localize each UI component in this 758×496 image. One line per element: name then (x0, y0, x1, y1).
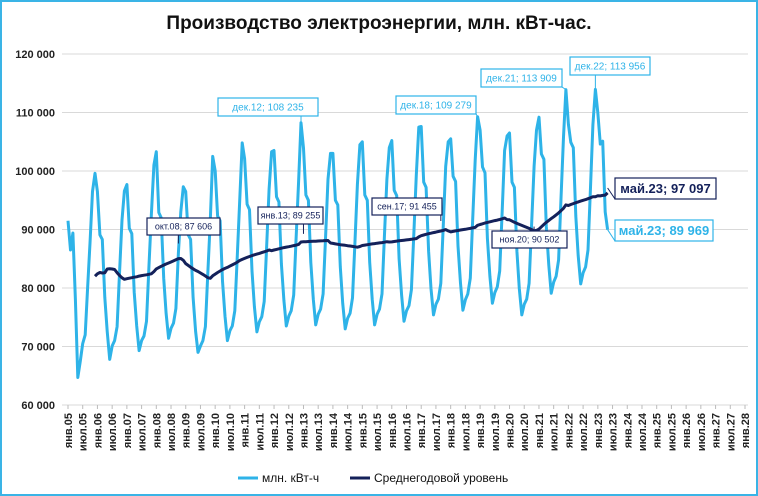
x-tick-label: янв.14 (328, 412, 340, 448)
x-tick-label: янв.25 (652, 413, 664, 448)
annotation-box (480, 68, 563, 88)
x-tick-label: янв.19 (475, 413, 487, 448)
annotation-label: окт.08; 87 606 (155, 222, 212, 232)
annotation-box (217, 97, 319, 117)
x-tick-label: янв.21 (534, 413, 546, 448)
annotation-pointer (607, 187, 616, 200)
y-tick-label: 80 000 (21, 283, 55, 295)
annotation-label: дек.22; 113 956 (575, 62, 646, 73)
series-line-average (93, 191, 609, 281)
x-tick-label: янв.10 (210, 413, 222, 448)
y-tick-label: 70 000 (21, 342, 55, 354)
annotation-box (491, 230, 568, 249)
annotation-box (371, 197, 443, 216)
annotation-box (614, 177, 717, 200)
x-tick-label: янв.26 (681, 413, 693, 448)
annotation-pointer (561, 86, 567, 91)
x-tick-label: янв.13 (298, 413, 310, 448)
x-tick-label: янв.23 (593, 413, 605, 448)
x-tick-label: янв.20 (505, 413, 517, 448)
legend-label-production: млн. кВт-ч (262, 471, 319, 485)
x-tick-label: июл.25 (666, 413, 678, 451)
series-line-production (66, 87, 610, 379)
y-tick-label: 120 000 (15, 49, 55, 61)
y-tick-label: 90 000 (21, 225, 55, 237)
x-tick-label: июл.15 (372, 413, 384, 451)
x-tick-label: июл.17 (431, 413, 443, 451)
x-tick-label: июл.09 (195, 413, 207, 451)
x-tick-label: июл.07 (137, 413, 149, 451)
annotation-box (146, 217, 221, 236)
x-tick-label: июл.26 (696, 413, 708, 451)
x-tick-label: июл.27 (725, 413, 737, 451)
x-tick-label: янв.15 (357, 413, 369, 448)
x-tick-label: июл.05 (78, 413, 90, 451)
annotation-box (569, 56, 651, 76)
x-tick-label: янв.08 (151, 413, 163, 448)
annotation-label: дек.21; 113 909 (486, 74, 557, 85)
x-tick-label: июл.23 (608, 413, 620, 451)
annotation-box (257, 206, 324, 225)
x-tick-label: июл.11 (254, 413, 266, 451)
annotation-label: дек.12; 108 235 (232, 103, 304, 114)
x-tick-label: июл.16 (402, 413, 414, 451)
x-tick-label: янв.28 (740, 413, 752, 448)
x-tick-label: июл.20 (519, 413, 531, 451)
x-tick-label: июл.08 (166, 413, 178, 451)
annotation-label: янв.13; 89 255 (261, 211, 321, 221)
annotation-label: сен.17; 91 455 (377, 202, 437, 212)
annotation-label: май.23; 89 969 (619, 223, 709, 238)
annotation-box (614, 219, 714, 242)
x-tick-label: янв.22 (563, 413, 575, 448)
x-tick-label: июл.12 (284, 413, 296, 451)
annotation-label: май.23; 97 097 (620, 181, 710, 196)
annotation-label: дек.18; 109 279 (400, 101, 472, 112)
x-tick-label: янв.06 (92, 413, 104, 448)
x-tick-label: июл.19 (490, 413, 502, 451)
x-tick-label: янв.27 (711, 413, 723, 448)
x-tick-label: янв.11 (240, 413, 252, 448)
x-tick-label: июл.24 (637, 412, 649, 451)
x-tick-label: июл.13 (313, 413, 325, 451)
x-tick-label: июл.06 (107, 413, 119, 451)
x-tick-label: июл.18 (460, 413, 472, 451)
x-tick-label: июл.10 (225, 413, 237, 451)
x-tick-label: янв.09 (181, 413, 193, 448)
annotation-box (395, 95, 477, 115)
legend: млн. кВт-ч Среднегодовой уровень (238, 471, 508, 485)
annotation-label: ноя.20; 90 502 (500, 235, 560, 245)
x-tick-label: июл.14 (343, 412, 355, 451)
x-tick-label: янв.12 (269, 413, 281, 448)
x-tick-label: янв.05 (63, 413, 75, 448)
y-tick-label: 110 000 (16, 108, 55, 120)
y-tick-label: 60 000 (21, 400, 55, 412)
x-tick-label: янв.07 (122, 413, 134, 448)
x-tick-label: янв.24 (622, 412, 634, 448)
chart-title: Производство электроэнергии, млн. кВт-ча… (166, 13, 591, 34)
x-tick-label: янв.18 (446, 413, 458, 448)
x-tick-label: янв.16 (387, 413, 399, 448)
x-tick-label: июл.22 (578, 413, 590, 451)
legend-label-average: Среднегодовой уровень (374, 471, 508, 485)
y-tick-label: 100 000 (15, 166, 55, 178)
x-tick-label: янв.17 (416, 413, 428, 448)
x-tick-label: июл.21 (549, 413, 561, 451)
annotation-pointer (607, 229, 616, 242)
